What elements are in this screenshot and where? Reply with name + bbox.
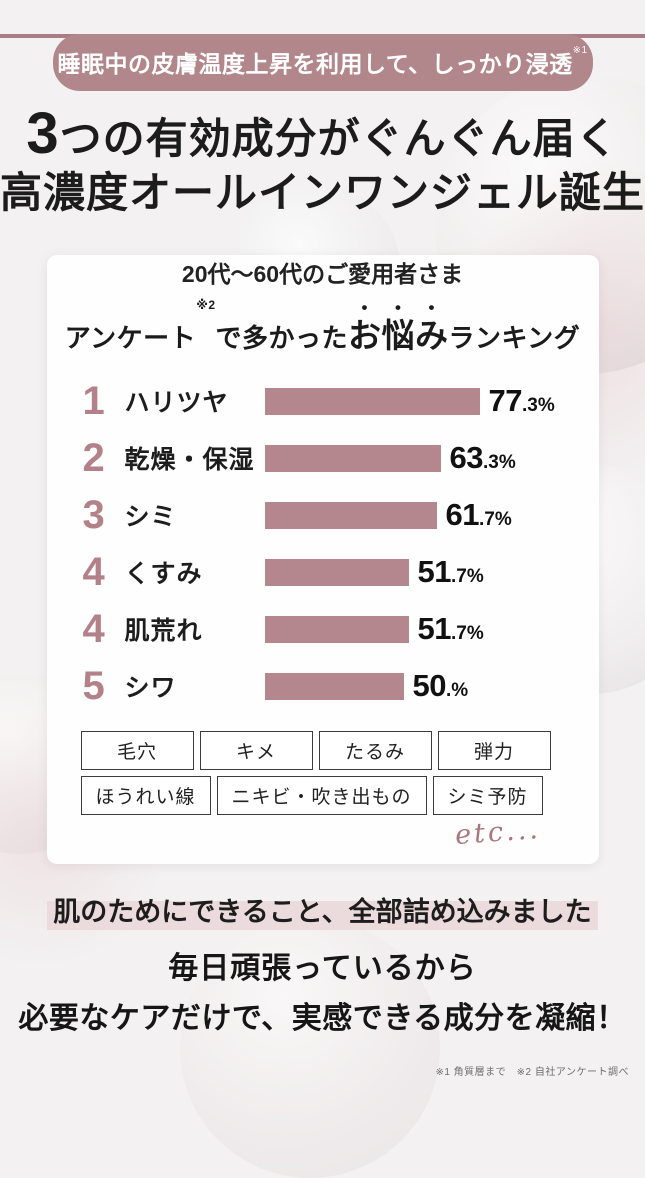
rank-number: 4	[82, 607, 105, 651]
bar-wrap: 51.7%	[264, 611, 599, 647]
value-unit: %	[494, 509, 512, 530]
footnotes: ※1 角質層まで ※2 自社アンケート調べ	[435, 1066, 629, 1078]
headline-line-2: 高濃度オールインワンジェル誕生	[0, 168, 645, 216]
headline: 3つの有効成分がぐんぐん届く 高濃度オールインワンジェル誕生	[0, 105, 645, 220]
rank-number: 2	[82, 436, 105, 480]
bar-wrap: 61.7%	[264, 497, 599, 533]
survey-title-emphasis: お悩み	[348, 316, 449, 354]
etc-note: etc...	[47, 813, 599, 851]
value-integer: 77	[488, 383, 523, 418]
value-integer: 50	[412, 668, 447, 703]
closing-line-2: 必要なケアだけで、実感できる成分を凝縮！	[18, 1001, 627, 1035]
ranking-row: 4 肌荒れ 51.7%	[83, 601, 599, 658]
tags-row-2: ほうれい線 ニキビ・吹き出もの シミ予防	[80, 775, 565, 815]
survey-title-mid: で多かった	[215, 322, 349, 353]
concern-value: 77.3%	[489, 383, 555, 419]
concern-bar	[264, 387, 480, 415]
rank-number: 1	[82, 379, 105, 423]
concern-label: 乾燥・保湿	[124, 446, 255, 474]
value-integer: 61	[445, 497, 480, 532]
value-decimal: .7	[478, 509, 495, 530]
ranking-row: 3 シミ 61.7%	[83, 487, 599, 544]
concern-bar	[264, 615, 409, 643]
survey-title-suffix: ランキング	[448, 322, 581, 353]
bar-wrap: 77.3%	[264, 383, 599, 419]
rank-number: 5	[82, 664, 105, 708]
rank-number: 4	[82, 550, 105, 594]
concern-value: 50.%	[413, 668, 469, 704]
value-unit: %	[498, 452, 516, 473]
concern-label: くすみ	[124, 560, 203, 588]
value-decimal: .3	[521, 395, 538, 416]
headline-number-3: 3	[26, 101, 60, 166]
ranking-row: 2 乾燥・保湿 63.3%	[83, 430, 599, 487]
headline-line-1-text: つの有効成分がぐんぐん届く	[59, 115, 619, 162]
value-integer: 51	[417, 554, 452, 589]
concern-label: シワ	[124, 674, 177, 702]
tags-grid: 毛穴 キメ たるみ 弾力 ほうれい線 ニキビ・吹き出もの シミ予防	[80, 730, 565, 815]
concern-value: 63.3%	[450, 440, 516, 476]
value-unit: %	[466, 623, 484, 644]
concern-bar	[264, 558, 409, 586]
footnote-marker-2: ※2	[196, 297, 216, 312]
tag-box: ほうれい線	[80, 775, 211, 815]
concern-bar	[264, 444, 441, 472]
tag-box: たるみ	[318, 730, 432, 770]
survey-title: アンケート ※2 で多かったお悩みランキング	[47, 298, 599, 357]
value-integer: 51	[417, 611, 452, 646]
value-decimal: .	[445, 680, 452, 701]
survey-card: 20代〜60代のご愛用者さま アンケート ※2 で多かったお悩みランキング 1 ハリツ…	[46, 254, 599, 864]
tag-box: 弾力	[437, 730, 551, 770]
value-decimal: .7	[450, 623, 467, 644]
bar-wrap: 51.7%	[264, 554, 599, 590]
concern-value: 51.7%	[418, 611, 484, 647]
concern-value: 51.7%	[418, 554, 484, 590]
bar-wrap: 50.%	[264, 668, 599, 704]
etc-note-text: etc...	[453, 813, 542, 851]
tag-box: ニキビ・吹き出もの	[216, 775, 427, 815]
promo-badge: 睡眠中の皮膚温度上昇を利用して、しっかり浸透※1	[52, 34, 593, 91]
audience-line: 20代〜60代のご愛用者さま	[181, 260, 464, 287]
concern-label: 肌荒れ	[124, 617, 203, 645]
headline-line-1: 3つの有効成分がぐんぐん届く	[0, 105, 645, 166]
value-unit: %	[451, 680, 469, 701]
concern-bar	[264, 672, 404, 700]
footnote-marker-1: ※1	[572, 45, 588, 56]
value-decimal: .7	[450, 566, 467, 587]
concern-bar	[264, 501, 437, 529]
rank-number: 3	[82, 493, 105, 537]
closing-line-1: 毎日頑張っているから	[168, 951, 477, 985]
ranking-row: 4 くすみ 51.7%	[83, 544, 599, 601]
highlight-line: 肌のためにできること、全部詰め込みました	[0, 890, 645, 930]
highlight-line-text: 肌のためにできること、全部詰め込みました	[47, 896, 598, 930]
bar-wrap: 63.3%	[264, 440, 599, 476]
tag-box: シミ予防	[432, 775, 543, 815]
value-unit: %	[466, 566, 484, 587]
ranking-row: 1 ハリツヤ 77.3%	[83, 373, 599, 430]
concern-value: 61.7%	[446, 497, 512, 533]
tag-box: キメ	[199, 730, 313, 770]
survey-title-prefix: アンケート	[64, 322, 197, 353]
value-unit: %	[537, 395, 555, 416]
value-decimal: .3	[482, 452, 499, 473]
ranking-row: 5 シワ 50.%	[83, 658, 599, 715]
tags-row-1: 毛穴 キメ たるみ 弾力	[80, 730, 565, 770]
ranking-list: 1 ハリツヤ 77.3% 2 乾燥・保湿 63.3% 3 シミ 61.7% 4 くすみ 51.7% 4 肌…	[47, 373, 599, 715]
value-integer: 63	[449, 440, 484, 475]
tag-box: 毛穴	[80, 730, 194, 770]
concern-label: ハリツヤ	[124, 389, 229, 417]
promo-badge-text: 睡眠中の皮膚温度上昇を利用して、しっかり浸透	[57, 51, 573, 77]
concern-label: シミ	[124, 503, 177, 531]
